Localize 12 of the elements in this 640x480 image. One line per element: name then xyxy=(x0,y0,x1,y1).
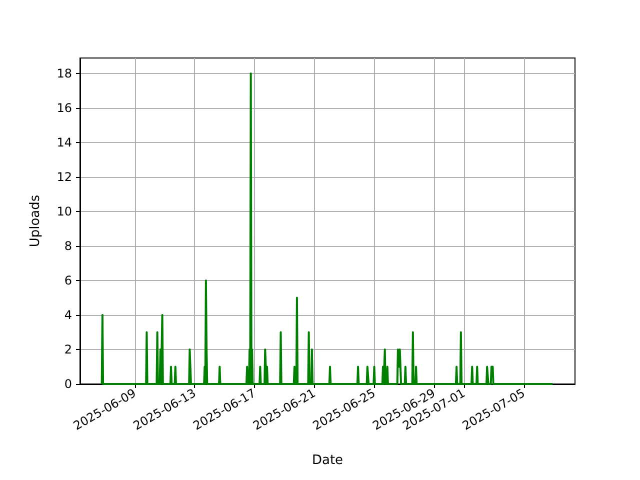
y-tick-label: 18 xyxy=(56,66,72,81)
y-tick-label: 6 xyxy=(64,274,72,288)
y-tick-label: 12 xyxy=(56,170,72,184)
y-tick-label: 10 xyxy=(56,204,72,219)
y-tick-label: 8 xyxy=(64,239,72,254)
y-tick-label: 2 xyxy=(64,342,72,357)
x-axis-title: Date xyxy=(312,453,344,468)
y-tick-label: 14 xyxy=(56,136,72,150)
y-tick-label: 4 xyxy=(64,308,72,322)
y-tick-label: 16 xyxy=(56,101,72,116)
y-axis-title: Uploads xyxy=(28,194,43,248)
y-tick-label: 0 xyxy=(64,377,72,391)
